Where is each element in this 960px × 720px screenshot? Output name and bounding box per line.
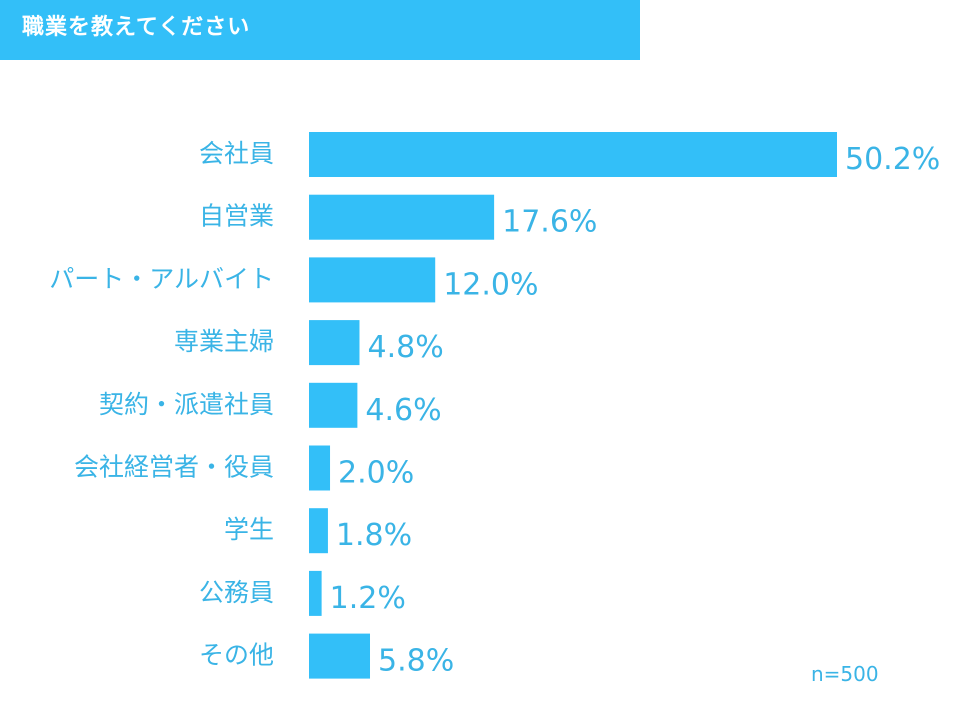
- bar-2: [309, 194, 495, 240]
- header-bar: 職業を教えてください: [0, 0, 640, 60]
- value-label-9: 5.8%: [378, 644, 454, 679]
- category-label-6: 会社経営者・役員: [74, 453, 274, 482]
- value-label-4: 4.8%: [367, 330, 443, 365]
- value-label-3: 12.0%: [443, 267, 538, 302]
- bar-9: [309, 633, 371, 679]
- category-label-2: 自営業: [199, 202, 274, 231]
- category-label-8: 公務員: [199, 578, 274, 607]
- bar-3: [309, 257, 436, 303]
- bar-7: [309, 508, 328, 554]
- category-label-4: 専業主婦: [174, 327, 274, 356]
- category-label-1: 会社員: [199, 139, 274, 168]
- bar-5: [309, 382, 358, 428]
- bar-8: [309, 570, 322, 616]
- value-label-7: 1.8%: [336, 518, 412, 553]
- bar-6: [309, 445, 331, 491]
- bar-4: [309, 320, 360, 366]
- page-title: 職業を教えてください: [22, 15, 251, 40]
- category-label-5: 契約・派遣社員: [99, 390, 274, 419]
- category-label-7: 学生: [224, 515, 274, 544]
- value-label-8: 1.2%: [330, 581, 406, 616]
- value-label-1: 50.2%: [845, 142, 940, 177]
- bar-1: [309, 132, 837, 177]
- category-label-9: その他: [199, 641, 274, 670]
- value-label-6: 2.0%: [338, 456, 414, 491]
- value-label-2: 17.6%: [502, 205, 597, 240]
- category-label-3: パート・アルバイト: [49, 264, 274, 293]
- value-label-5: 4.6%: [365, 393, 441, 428]
- sample-size-label: n=500: [811, 662, 879, 686]
